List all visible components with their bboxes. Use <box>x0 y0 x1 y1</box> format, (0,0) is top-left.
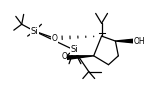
Text: O: O <box>61 52 67 61</box>
Text: Si: Si <box>31 27 38 36</box>
Text: Si: Si <box>70 45 78 54</box>
Polygon shape <box>64 56 94 60</box>
Text: O: O <box>51 34 57 43</box>
Polygon shape <box>115 39 133 43</box>
Text: OH: OH <box>133 37 145 45</box>
